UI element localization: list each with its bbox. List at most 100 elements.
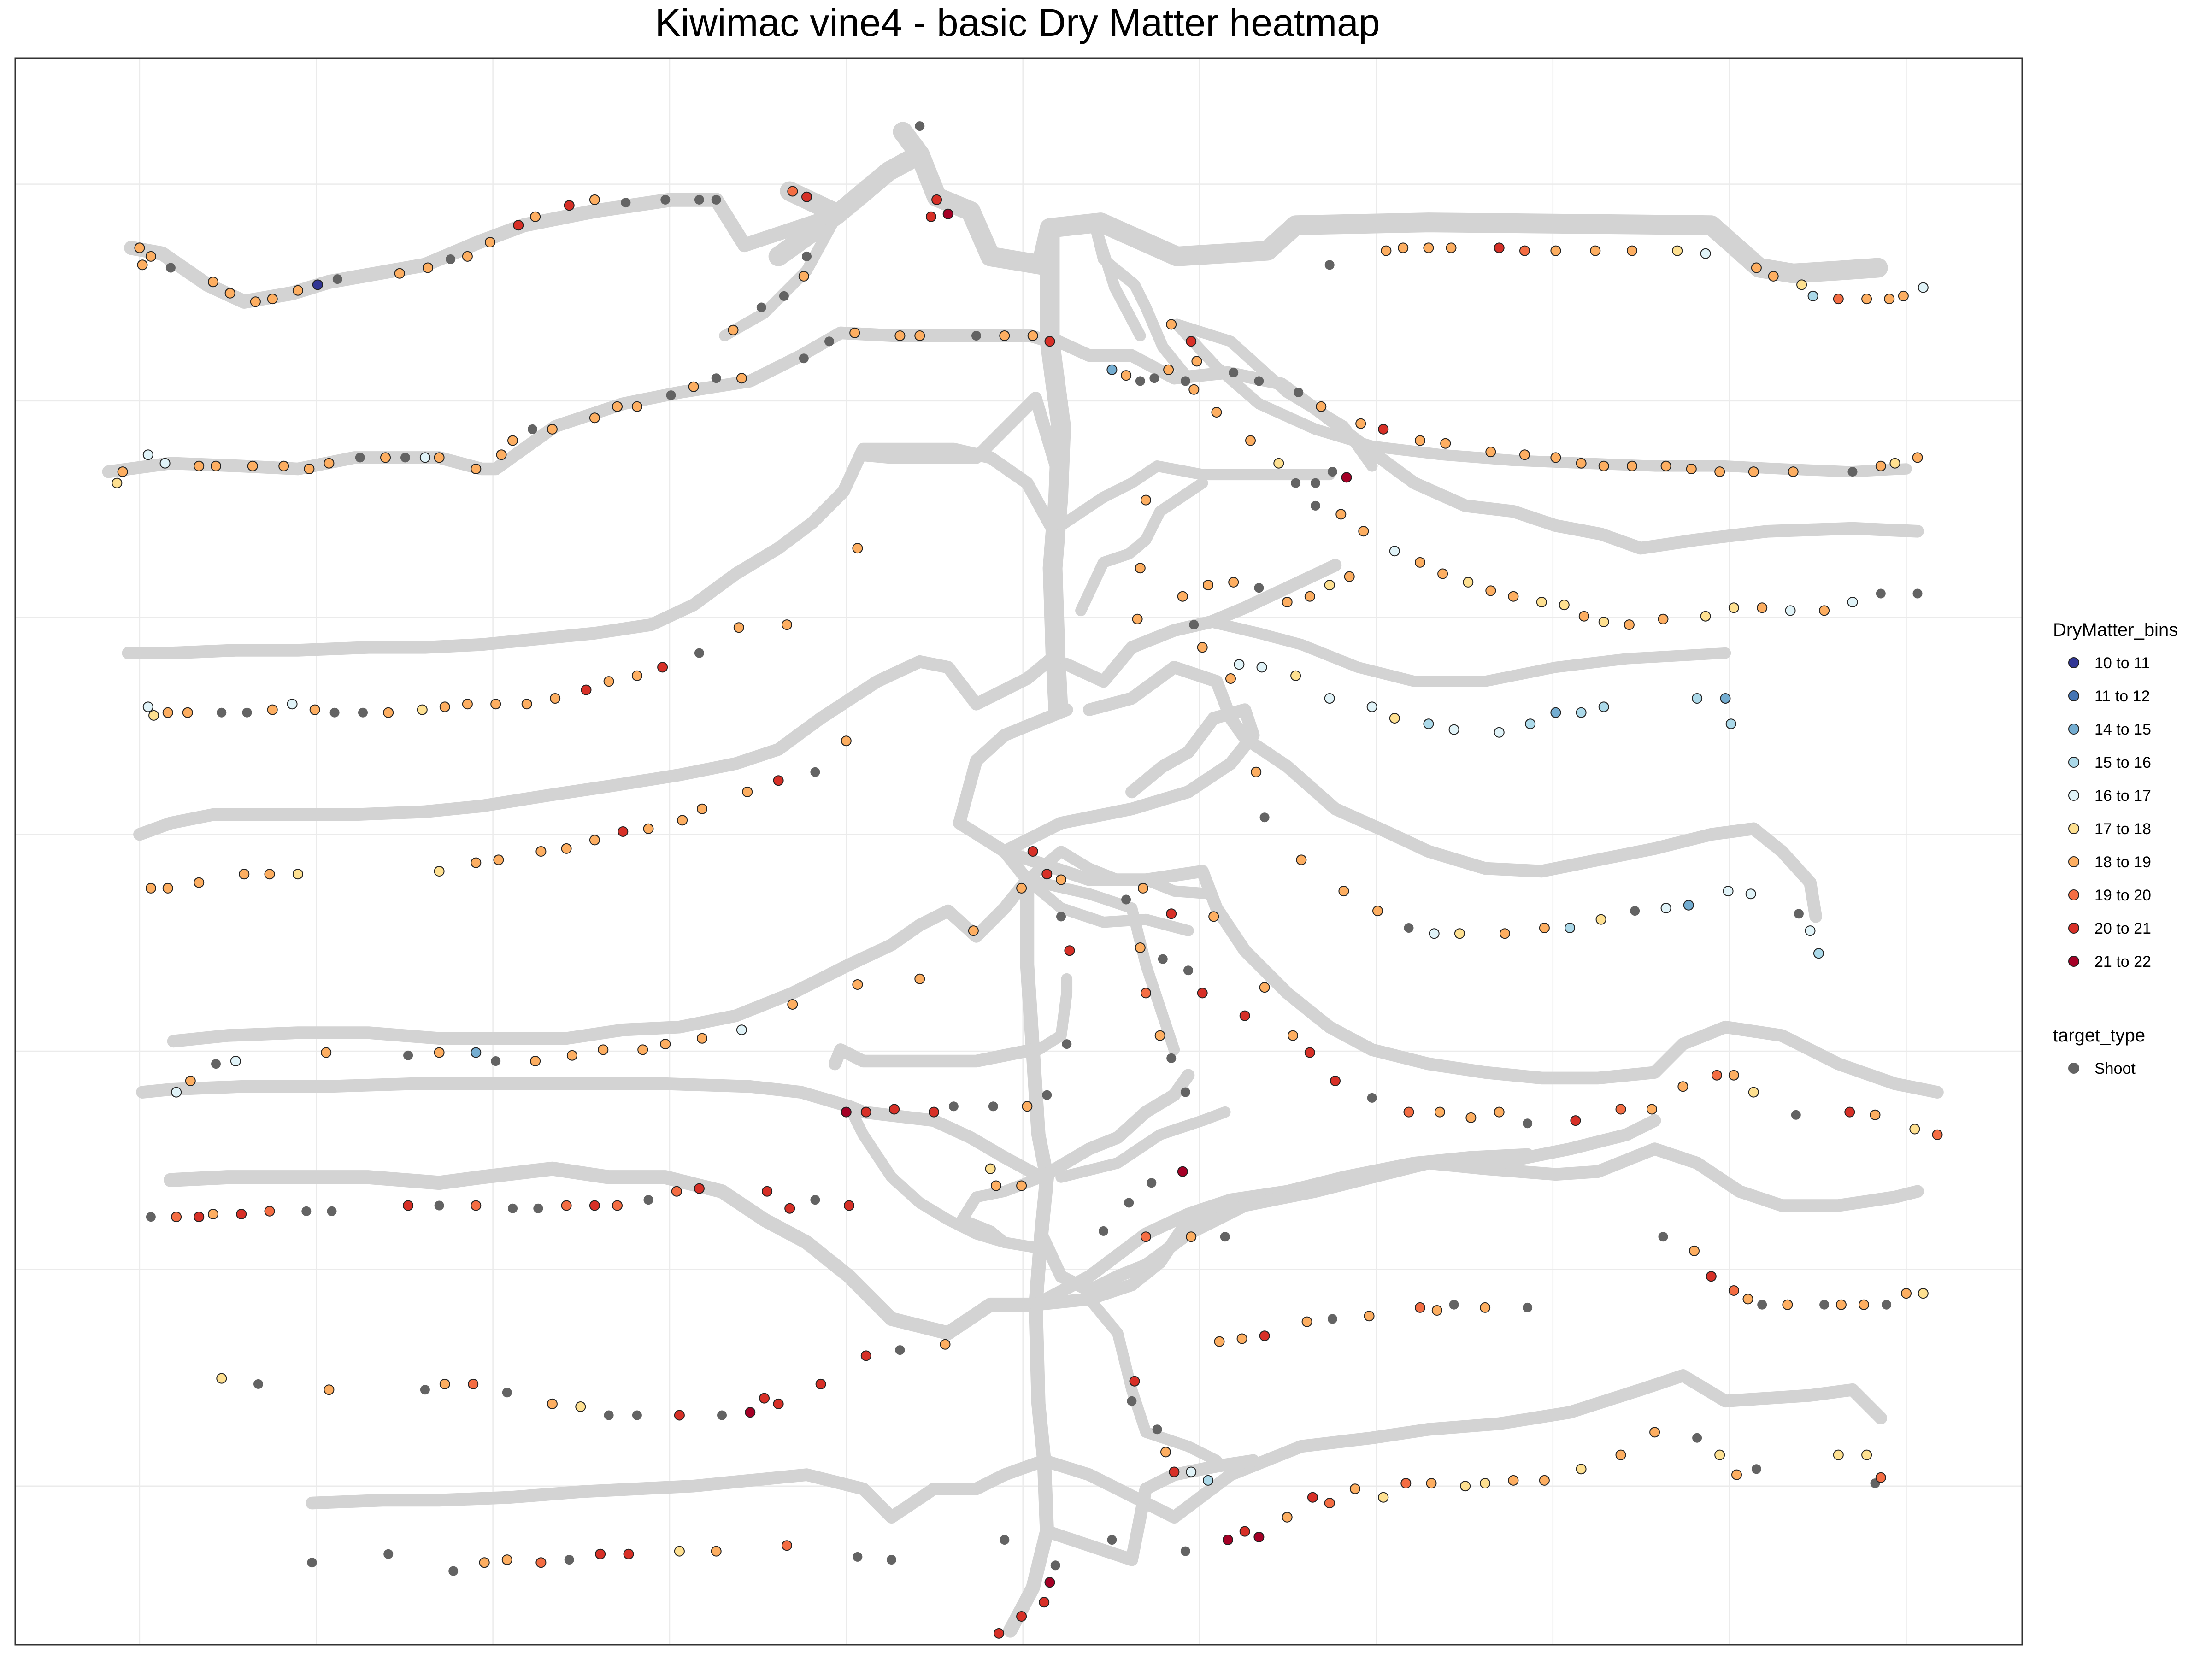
dry-matter-point: [1576, 1464, 1587, 1475]
dry-matter-point: [787, 999, 798, 1010]
shoot-point: [448, 1566, 459, 1576]
shoot-point: [1311, 500, 1320, 511]
dry-matter-point: [694, 1183, 705, 1194]
dry-matter-point: [1844, 1106, 1855, 1118]
dry-matter-point: [194, 460, 205, 471]
vine-cane: [998, 845, 1944, 1099]
dry-matter-point: [1833, 1449, 1844, 1460]
dry-matter-point: [1595, 914, 1606, 925]
shoot-point: [564, 1555, 574, 1565]
dry-matter-point: [1731, 1469, 1742, 1480]
shoot-point: [666, 390, 676, 400]
dry-matter-point: [490, 699, 501, 710]
dry-matter-point: [1909, 1124, 1920, 1135]
dry-matter-point: [1044, 336, 1055, 347]
point-layer: [112, 121, 1943, 1639]
dry-matter-point: [1706, 1271, 1717, 1282]
dry-matter-point: [1460, 1481, 1471, 1492]
legend-item: 17 to 18: [2068, 820, 2151, 838]
dry-matter-point: [940, 1339, 951, 1350]
dry-matter-point: [1658, 613, 1669, 624]
dry-matter-point: [1912, 452, 1923, 463]
shoot-point: [604, 1410, 614, 1420]
dry-matter-point: [711, 1546, 722, 1557]
dry-matter-point: [1177, 1166, 1188, 1177]
shoot-point: [1291, 478, 1301, 488]
shoot-point: [1183, 965, 1193, 976]
vine-cane: [164, 1161, 1043, 1341]
dry-matter-point: [1106, 364, 1118, 375]
dry-matter-point: [1833, 294, 1844, 305]
legend-item: 19 to 20: [2068, 887, 2151, 904]
legend-key: [2068, 790, 2079, 801]
grid-layer: [15, 58, 2022, 1645]
vine-cane: [1083, 1293, 1223, 1466]
shoot-point: [1367, 1093, 1377, 1103]
legend-item: Shoot: [2068, 1060, 2136, 1077]
dry-matter-point: [929, 1106, 939, 1118]
dry-matter-point: [1282, 597, 1293, 607]
dry-matter-point: [1253, 1531, 1265, 1542]
dry-matter-point: [564, 200, 575, 211]
dry-matter-point: [1683, 900, 1694, 911]
dry-matter-point: [1446, 242, 1457, 253]
dry-matter-point: [773, 1398, 784, 1409]
shoot-point: [1404, 923, 1414, 933]
dry-matter-point: [1239, 1526, 1250, 1537]
dry-matter-point: [1598, 617, 1609, 627]
dry-matter-point: [292, 285, 303, 296]
dry-matter-point: [1536, 597, 1547, 607]
dry-matter-point: [479, 1557, 490, 1568]
dry-matter-point: [1494, 727, 1505, 738]
dry-matter-point: [1282, 1512, 1293, 1523]
dry-matter-point: [1296, 854, 1307, 865]
shoot-point: [358, 707, 368, 718]
legend-item: 11 to 12: [2068, 688, 2150, 705]
dry-matter-point: [589, 835, 600, 846]
chart-title: Kiwimac vine4 - basic Dry Matter heatmap: [655, 1, 1380, 44]
dry-matter-point: [968, 925, 979, 936]
dry-matter-point: [142, 701, 153, 712]
dry-matter-point: [798, 271, 809, 282]
dry-matter-point: [1415, 557, 1425, 568]
vine-cane: [828, 1043, 1040, 1071]
dry-matter-point: [889, 1104, 900, 1115]
dry-matter-point: [1335, 509, 1347, 520]
shoot-point: [1107, 1535, 1117, 1545]
dry-matter-point: [1403, 1106, 1414, 1118]
dry-matter-point: [589, 412, 600, 424]
vine-cane: [843, 1100, 1044, 1254]
dry-matter-point: [999, 330, 1010, 341]
dry-matter-point: [1378, 424, 1389, 435]
dry-matter-point: [1160, 1447, 1171, 1458]
shoot-point: [1099, 1226, 1108, 1236]
shoot-point: [1523, 1302, 1533, 1312]
dry-matter-point: [207, 276, 218, 288]
dry-matter-point: [1714, 1449, 1725, 1460]
dry-matter-point: [1689, 1245, 1700, 1256]
dry-matter-point: [230, 1056, 241, 1066]
shoot-point: [420, 1385, 430, 1395]
dry-matter-point: [1859, 1299, 1869, 1310]
vine-cane: [306, 1454, 1051, 1524]
shoot-point: [802, 251, 812, 261]
vine-cane: [136, 1077, 1048, 1184]
dry-matter-point: [513, 220, 524, 231]
dry-matter-point: [1022, 1101, 1033, 1112]
shoot-point: [211, 1059, 221, 1069]
vine-cane: [1021, 874, 1194, 936]
dry-matter-point: [914, 330, 925, 341]
dry-matter-point: [1400, 1478, 1412, 1489]
dry-matter-point: [1166, 319, 1177, 330]
shoot-point: [948, 1101, 959, 1112]
dry-matter-point: [1129, 1376, 1140, 1387]
shoot-point: [988, 1101, 998, 1112]
dry-matter-point: [239, 869, 250, 880]
dry-matter-point: [1188, 384, 1200, 395]
dry-matter-point: [1378, 1492, 1389, 1503]
dry-matter-point: [745, 1407, 756, 1418]
vine-cane: [1035, 1069, 1195, 1184]
dry-matter-point: [194, 1212, 205, 1223]
panel-border: [14, 57, 2023, 1646]
shoot-point: [810, 1195, 820, 1205]
